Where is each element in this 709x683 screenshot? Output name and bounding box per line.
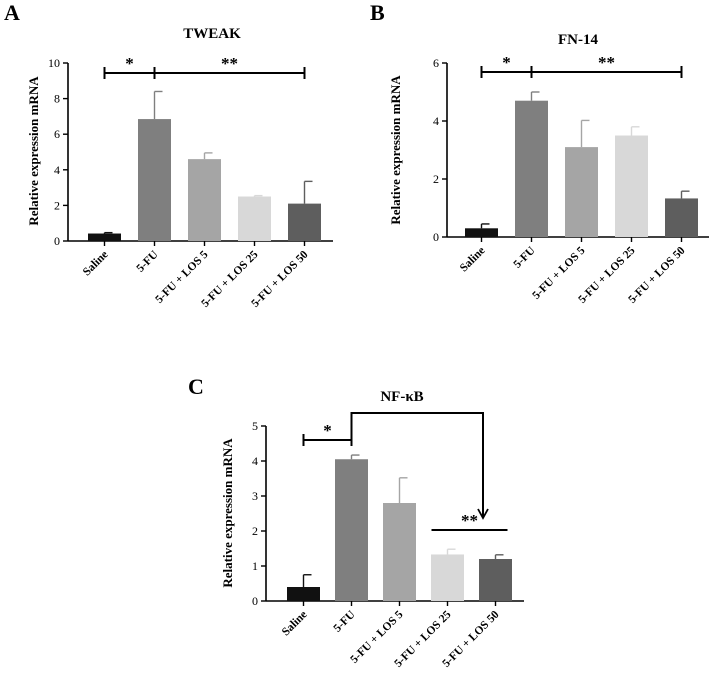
significance-label: ** [461,511,478,530]
y-tick-label: 4 [433,114,439,128]
bar-c-5 [479,559,512,601]
y-tick-label: 3 [252,489,258,503]
y-tick-label: 2 [54,198,60,212]
bar-c-1 [287,587,320,601]
panel-c: C NF-κB Relative expression mRNA 0 1 2 3 4 5 S… [188,374,524,670]
bar-a-5 [288,203,321,241]
y-tick-label: 10 [48,56,60,70]
x-category-label: Saline [280,609,310,639]
y-tick-label: 6 [433,56,439,70]
bar-b-2 [515,100,548,237]
bar-c-4 [431,554,464,601]
bar-a-2 [138,119,171,241]
bar-b-4 [615,135,648,237]
y-tick-label: 4 [54,163,60,177]
arrow-head [477,508,489,520]
significance-label: * [502,53,511,72]
bar-b-1 [465,228,498,237]
x-category-label: Saline [81,249,111,279]
bar-a-3 [188,159,221,241]
panel-letter-c: C [188,374,204,399]
significance-label: ** [221,54,238,73]
bar-b-5 [665,198,698,237]
y-tick-label: 0 [54,234,60,248]
panel-letter-a: A [4,0,20,25]
y-tick-label: 4 [252,454,258,468]
y-tick-label: 1 [252,559,258,573]
x-category-label: 5-FU [332,608,359,635]
x-category-label: Saline [458,245,488,275]
significance-label: * [323,421,332,440]
panel-letter-b: B [370,0,385,25]
y-tick-label: 0 [433,230,439,244]
bar-c-2 [335,459,368,601]
y-tick-label: 2 [252,524,258,538]
chart-title-c: NF-κB [380,389,423,405]
significance-label: ** [598,53,615,72]
y-axis-label-c: Relative expression mRNA [220,438,235,588]
y-tick-label: 8 [54,92,60,106]
bar-a-4 [238,196,271,241]
y-tick-label: 6 [54,127,60,141]
x-category-label: 5-FU [135,248,162,275]
bar-b-3 [565,147,598,237]
y-axis-label-a: Relative expression mRNA [26,76,41,226]
bar-c-3 [383,503,416,601]
panel-b: B FN-14 Relative expression mRNA 0 2 4 6 Sal… [370,0,709,306]
significance-label: * [125,54,134,73]
chart-title-a: TWEAK [183,26,241,42]
y-tick-label: 5 [252,419,258,433]
significance-connector-c [350,412,484,516]
x-category-label: 5-FU [512,244,539,271]
bar-a-1 [88,233,121,241]
y-axis-label-b: Relative expression mRNA [388,75,403,225]
y-tick-label: 2 [433,172,439,186]
chart-title-b: FN-14 [558,32,598,48]
y-tick-label: 0 [252,594,258,608]
panel-a: A TWEAK Relative expression mRNA 0 2 4 6 8 10… [4,0,333,310]
